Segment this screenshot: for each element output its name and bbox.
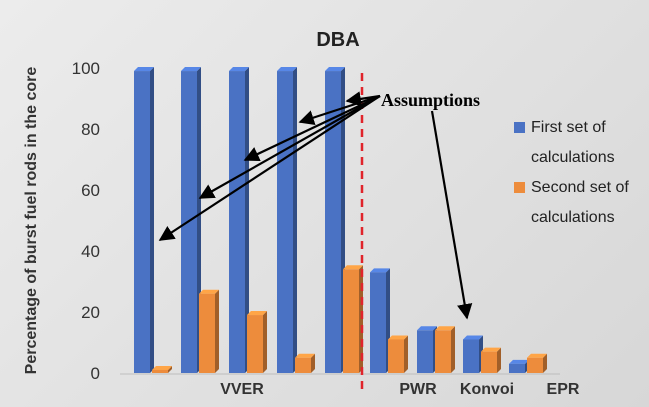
legend-label-2: Second set of calculations: [531, 179, 629, 226]
annotation-arrow: [345, 91, 381, 107]
annotation-arrow: [198, 95, 381, 199]
y-tick-label: 0: [91, 364, 100, 383]
bar-top: [463, 335, 483, 340]
bar-front: [417, 330, 433, 373]
bar-side: [311, 353, 315, 373]
bar-front: [134, 71, 150, 374]
bar-top: [247, 311, 267, 316]
x-category-label: VVER: [220, 381, 264, 398]
bar-side: [168, 365, 172, 373]
bar-series-2-9: [527, 353, 547, 373]
bar-top: [343, 265, 363, 270]
y-tick-label: 40: [81, 242, 100, 261]
bar-top: [388, 335, 408, 340]
bar-top: [527, 353, 547, 358]
bar-series-1-4: [277, 67, 297, 374]
bar-top: [417, 326, 437, 331]
bar-front: [463, 339, 479, 373]
bar-top: [229, 67, 249, 72]
bar-series-1-6: [370, 268, 390, 373]
x-category-label: Konvoi: [460, 381, 514, 398]
bar-front: [277, 71, 293, 374]
bar-series-2-8: [481, 347, 501, 373]
y-tick-label: 60: [81, 181, 100, 200]
y-tick-label: 100: [72, 59, 100, 78]
bar-series-1-8: [463, 335, 483, 373]
bar-series-2-1: [152, 365, 172, 373]
bar-top: [435, 326, 455, 331]
bar-top: [481, 347, 501, 352]
bar-front: [509, 363, 525, 373]
annotation-arrow: [158, 95, 381, 241]
legend-swatch-2: [514, 182, 525, 193]
bar-side: [150, 67, 154, 374]
bar-front: [388, 339, 404, 373]
bar-side: [263, 311, 267, 373]
y-tick-label: 80: [81, 120, 100, 139]
annotation-arrow: [430, 110, 473, 320]
legend-label-1: First set of calculations: [531, 119, 615, 166]
bar-side: [245, 67, 249, 374]
x-category-label: EPR: [547, 381, 580, 398]
y-tick-label: 20: [81, 303, 100, 322]
bar-top: [152, 365, 172, 370]
chart-title: DBA: [316, 29, 359, 51]
bar-top: [370, 268, 390, 273]
y-axis-title: Percentage of burst fuel rods in the cor…: [23, 67, 40, 375]
annotation-label: Assumptions: [381, 90, 480, 110]
bar-series-2-2: [199, 289, 219, 373]
bar-series-2-4: [295, 353, 315, 373]
x-category-label: PWR: [399, 381, 437, 398]
bar-front: [247, 315, 263, 373]
annotation-arrow: [298, 94, 381, 126]
bar-front: [325, 71, 341, 374]
bar-side: [451, 326, 455, 373]
bar-side: [404, 335, 408, 373]
bar-series-1-5: [325, 67, 345, 374]
bar-series-2-5: [343, 265, 363, 373]
bar-series-2-6: [388, 335, 408, 373]
bar-top: [277, 67, 297, 72]
bar-front: [343, 269, 359, 373]
bar-side: [215, 289, 219, 373]
bar-front: [229, 71, 245, 374]
bar-top: [295, 353, 315, 358]
bar-side: [543, 353, 547, 373]
bar-side: [497, 347, 501, 373]
bar-front: [199, 293, 215, 373]
bar-series-1-7: [417, 326, 437, 373]
bar-series-2-7: [435, 326, 455, 373]
bar-front: [295, 357, 311, 373]
legend-swatch-1: [514, 122, 525, 133]
bar-series-2-3: [247, 311, 267, 373]
bar-series-1-9: [509, 359, 529, 373]
bar-series-1-3: [229, 67, 249, 374]
bar-front: [152, 369, 168, 373]
bar-series-1-1: [134, 67, 154, 374]
bar-top: [181, 67, 201, 72]
annotation-arrow: [243, 95, 381, 162]
bar-front: [527, 357, 543, 373]
bar-top: [199, 289, 219, 294]
bar-top: [509, 359, 529, 364]
bar-front: [481, 351, 497, 373]
bar-top: [134, 67, 154, 72]
bar-front: [370, 272, 386, 373]
bar-side: [293, 67, 297, 374]
bar-top: [325, 67, 345, 72]
bar-front: [435, 330, 451, 373]
